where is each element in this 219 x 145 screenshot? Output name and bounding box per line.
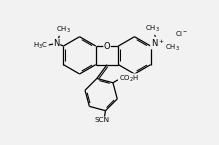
Text: H$_3$C: H$_3$C [33, 41, 48, 51]
Text: CO$_2$H: CO$_2$H [118, 74, 139, 84]
Text: N$^+$: N$^+$ [151, 37, 164, 49]
Text: CH$_3$: CH$_3$ [145, 24, 160, 35]
Text: SCN: SCN [95, 117, 110, 124]
Text: CH$_3$: CH$_3$ [165, 43, 180, 53]
Text: Cl$^-$: Cl$^-$ [175, 29, 189, 38]
Text: O: O [104, 41, 110, 50]
Text: CH$_3$: CH$_3$ [56, 25, 71, 35]
Text: N: N [53, 39, 60, 48]
